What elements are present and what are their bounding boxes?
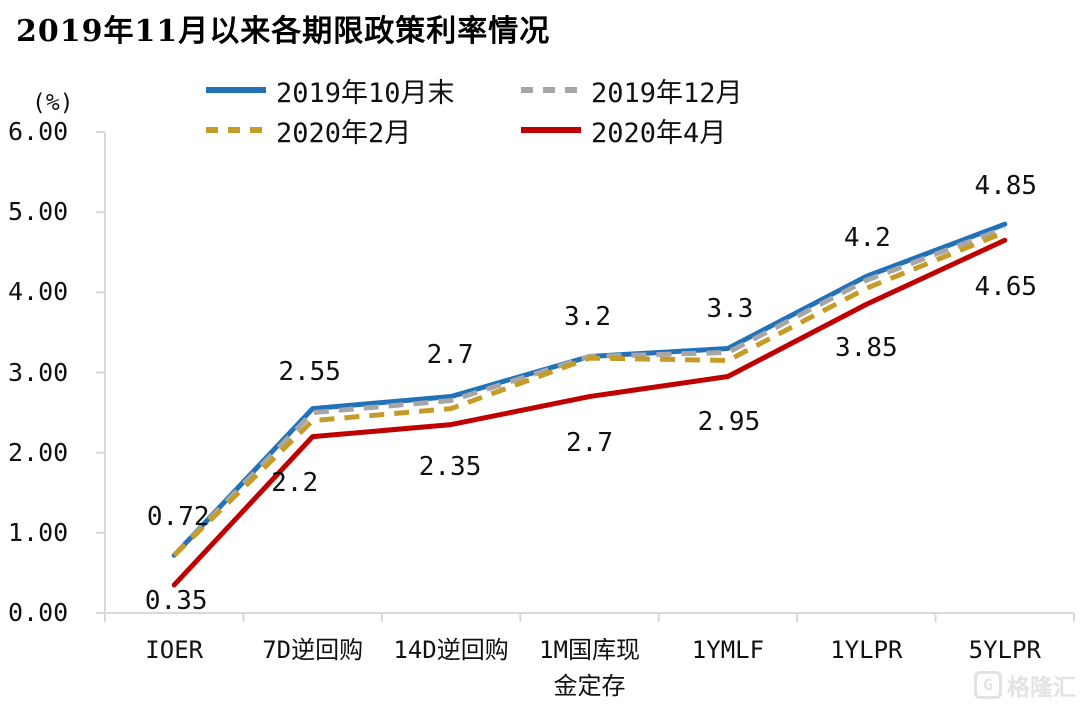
data-label: 2.95	[697, 406, 761, 437]
watermark-brand-text: 格隆汇	[1007, 675, 1076, 701]
y-tick-label: 4.00	[8, 277, 69, 307]
legend-swatch-solid-blue-icon	[206, 87, 266, 93]
data-label: 2.7	[566, 427, 613, 458]
x-tick-label: 7D逆回购	[262, 636, 364, 664]
series-line-2	[172, 229, 1006, 558]
legend-item-2020-04: 2020年4月	[520, 114, 726, 149]
series-line-3	[171, 237, 1008, 588]
data-label: 0.72	[146, 502, 210, 533]
data-label: 3.85	[835, 333, 898, 364]
legend-swatch-dashed-gray-icon	[521, 87, 581, 93]
y-tick-label: 5.00	[8, 197, 69, 227]
legend-item-2019-10: 2019年10月末	[205, 74, 455, 109]
y-tick-label: 0.00	[8, 598, 69, 627]
gelonghui-logo-icon: G	[974, 671, 1002, 699]
data-label: 3.3	[706, 294, 754, 325]
data-label: 4.2	[843, 223, 891, 254]
x-tick-label: 14D逆回购	[393, 636, 509, 664]
y-tick-label: 3.00	[8, 357, 69, 387]
legend-item-label: 2019年10月末	[276, 77, 455, 109]
data-label: 2.35	[418, 451, 482, 482]
legend-swatch-dashed-gold-icon	[206, 127, 266, 133]
data-label: 4.85	[974, 171, 1038, 202]
legend-swatch-solid-red-icon	[521, 127, 581, 133]
x-tick-label: IOER	[145, 636, 204, 664]
y-axis-unit-label: (%)	[32, 90, 74, 116]
y-tick-label: 2.00	[8, 437, 69, 467]
legend-item-2019-12: 2019年12月	[520, 74, 743, 109]
data-label: 2.2	[271, 467, 319, 498]
y-tick-label: 1.00	[8, 517, 69, 547]
data-label: 2.55	[278, 356, 341, 387]
x-tick-label: 5YLPR	[968, 636, 1041, 664]
x-tick-label: 1YMLF	[691, 636, 765, 664]
legend-item-2020-02: 2020年2月	[205, 114, 411, 149]
legend-item-label: 2020年4月	[591, 117, 727, 149]
x-tick-label: 1M国库现 金定存	[539, 636, 640, 700]
data-label: 3.2	[564, 302, 611, 333]
gelonghui-watermark: G 格隆汇	[974, 668, 1076, 702]
data-label: 4.65	[974, 272, 1038, 303]
y-tick-label: 6.00	[8, 117, 69, 146]
legend-item-label: 2019年12月	[591, 77, 743, 109]
chart-title: 2019年11月以来各期限政策利率情况	[16, 14, 551, 49]
data-label: 2.7	[426, 339, 474, 370]
x-tick-label: 1YLPR	[830, 636, 903, 664]
legend-item-label: 2020年2月	[276, 117, 412, 149]
data-label: 0.35	[144, 585, 208, 616]
